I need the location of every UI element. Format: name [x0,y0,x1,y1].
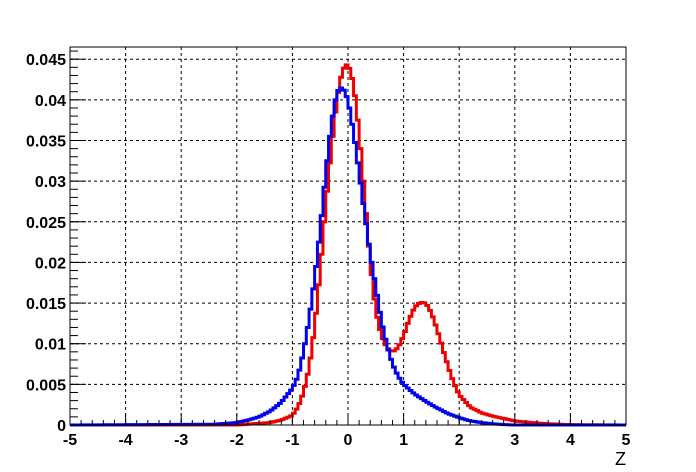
y-tick-label: 0.03 [35,174,66,191]
y-tick-label: 0.04 [35,93,66,110]
y-tick-label: 0.035 [26,133,66,150]
y-tick-label: 0.005 [26,377,66,394]
plot-series [70,63,626,427]
x-tick-label: 2 [455,432,464,449]
grid [70,47,626,425]
axis-ticks [69,50,627,426]
x-axis-title: Z [615,449,626,469]
x-tick-label: 3 [510,432,519,449]
x-tick-label: 4 [566,432,575,449]
x-tick-label: 1 [399,432,408,449]
y-tick-label: 0.02 [35,255,66,272]
axis-tick-labels: -5 -4 -3 -2 -1 0 1 2 3 4 5 0 0.005 0.01 0.015 0.02 0.025… [26,52,631,449]
y-tick-label: 0.045 [26,52,66,69]
x-tick-label: -1 [285,432,299,449]
x-tick-label: 0 [344,432,353,449]
x-tick-label: -2 [230,432,244,449]
x-tick-label: 5 [622,432,631,449]
x-tick-label: -5 [63,432,77,449]
y-tick-label: 0.015 [26,296,66,313]
x-tick-label: -3 [174,432,188,449]
x-tick-label: -4 [118,432,132,449]
y-tick-label: 0.025 [26,215,66,232]
y-tick-label: 0.01 [35,337,66,354]
y-tick-label: 0 [57,418,66,435]
series-1-histogram [70,63,626,427]
